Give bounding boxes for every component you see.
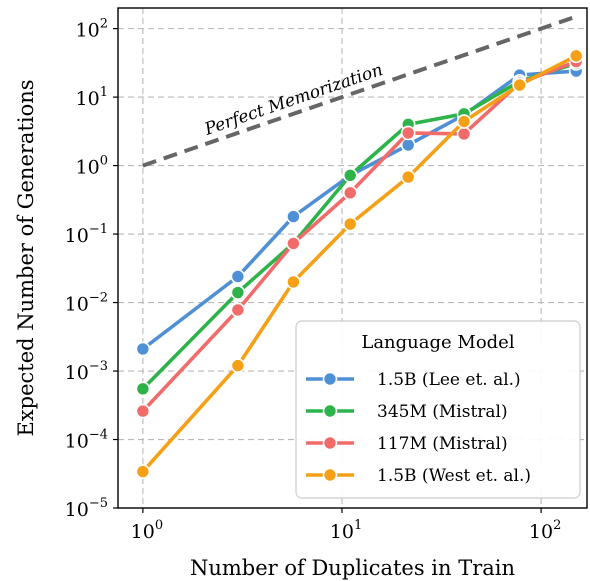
data-point (230, 302, 246, 318)
data-point (400, 169, 416, 185)
data-point (286, 209, 301, 224)
x-tick-label: 100 (131, 518, 163, 543)
data-point (342, 216, 358, 232)
y-tick-label: 10−3 (65, 359, 108, 384)
x-axis-title: Number of Duplicates in Train (190, 556, 515, 580)
legend: Language Model 1.5B (Lee et. al.) 345M (Mi… (295, 320, 581, 499)
series-group (135, 48, 584, 479)
y-tick-label: 102 (76, 17, 108, 42)
legend-label: 1.5B (Lee et. al.) (377, 370, 521, 390)
y-tick-label: 10−4 (65, 428, 108, 453)
series-line (141, 61, 577, 391)
data-point (456, 126, 472, 142)
perfect-memorization-line (142, 14, 577, 168)
legend-swatch-marker (322, 403, 338, 419)
data-point (456, 114, 472, 129)
data-point (230, 269, 246, 284)
y-tick-label: 101 (76, 85, 108, 110)
legend-swatch-marker (322, 371, 338, 387)
data-point (135, 403, 151, 419)
data-point (230, 358, 246, 373)
y-axis-title: Expected Number of Generations (14, 79, 38, 436)
data-point (400, 125, 416, 141)
series-line (141, 54, 578, 473)
data-point (400, 137, 416, 153)
legend-swatch-marker (322, 435, 338, 451)
data-point (342, 168, 358, 183)
series-0 (135, 63, 584, 357)
data-point (135, 381, 151, 397)
data-point (512, 77, 527, 93)
series-3 (135, 48, 584, 479)
data-point (135, 341, 151, 357)
data-point (135, 464, 151, 479)
y-tick-label: 10−5 (65, 496, 108, 521)
y-tick-label: 100 (76, 154, 108, 179)
x-tick-label: 102 (529, 518, 561, 543)
legend-swatch-marker (322, 467, 338, 483)
perfect-memorization-label: Perfect Memorization (201, 60, 385, 140)
legend-box (295, 320, 581, 499)
x-axis-ticks: 100 101 102 (131, 508, 561, 543)
x-tick-label: 101 (330, 518, 362, 543)
legend-title: Language Model (361, 332, 514, 353)
data-point (568, 48, 584, 64)
legend-label: 117M (Mistral) (377, 434, 508, 454)
legend-label: 345M (Mistral) (377, 402, 508, 422)
y-tick-label: 10−2 (65, 291, 108, 316)
data-point (342, 185, 358, 201)
series-line (141, 69, 577, 351)
data-point (286, 236, 301, 251)
data-point (286, 274, 301, 290)
data-point (230, 285, 246, 300)
legend-label: 1.5B (West et. al.) (377, 466, 531, 486)
y-axis-ticks: 10−5 10−4 10−3 10−2 10−1 100 101 102 (65, 17, 118, 521)
y-tick-label: 10−1 (65, 222, 108, 247)
plot-frame (117, 7, 588, 509)
